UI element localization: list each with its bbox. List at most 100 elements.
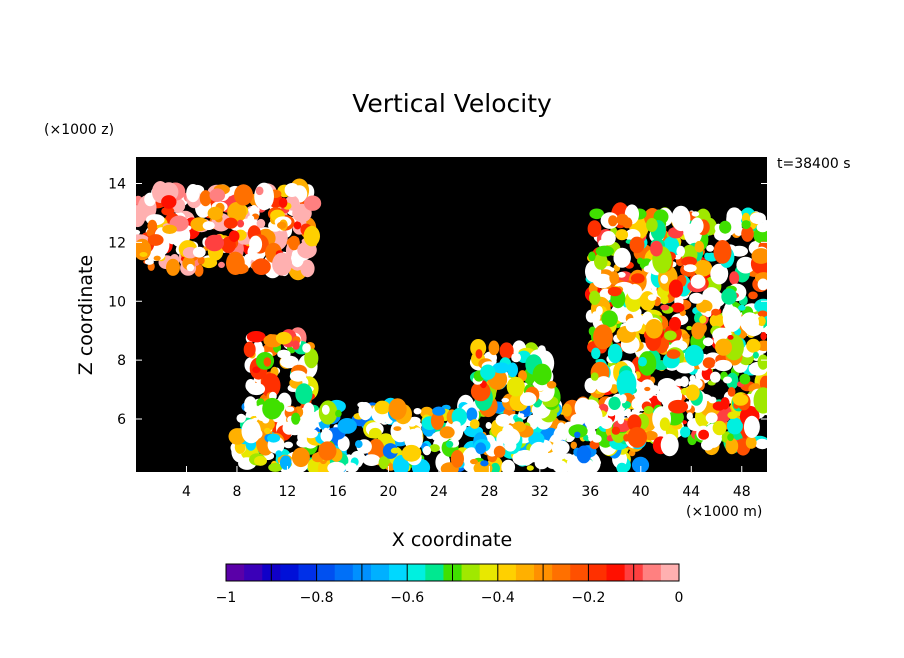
- heatmap-cell: [228, 230, 240, 242]
- heatmap-cell: [757, 278, 767, 291]
- heatmap-cell: [676, 245, 685, 257]
- heatmap-cell: [517, 413, 525, 418]
- heatmap-cell: [452, 421, 461, 429]
- colorbar-swatch: [479, 564, 499, 581]
- heatmap-cell: [691, 322, 705, 340]
- x-tick-label: 24: [430, 484, 448, 500]
- heatmap-cell: [279, 455, 292, 470]
- heatmap-cell: [275, 331, 292, 345]
- heatmap-cell: [161, 195, 177, 209]
- heatmap-cell: [595, 245, 614, 257]
- heatmap-cell: [249, 428, 263, 440]
- heatmap-cell: [500, 418, 510, 427]
- heatmap-cell: [704, 252, 711, 260]
- heatmap-cell: [727, 335, 734, 340]
- heatmap-cell: [668, 399, 689, 414]
- x-unit-label: (×1000 m): [686, 504, 762, 520]
- heatmap-cell: [683, 264, 697, 273]
- heatmap-cell: [153, 255, 161, 261]
- heatmap-cell: [537, 345, 546, 355]
- colorbar: −1 −0.8 −0.6 −0.4 −0.2 0: [216, 563, 684, 606]
- heatmap-cell: [144, 259, 154, 265]
- heatmap-cell: [526, 465, 534, 471]
- heatmap-cell: [668, 279, 684, 298]
- heatmap-cell: [738, 304, 746, 311]
- heatmap-cell: [733, 226, 744, 236]
- heatmap-cell: [243, 341, 256, 358]
- heatmap-cell: [645, 319, 663, 339]
- heatmap-cell: [670, 302, 685, 313]
- heatmap-cell: [576, 445, 592, 464]
- heatmap-cell: [362, 454, 381, 466]
- colorbar-tick-label: 0: [675, 590, 684, 606]
- x-tick-label: 32: [531, 484, 549, 500]
- heatmap-cell: [727, 433, 734, 442]
- heatmap-cell: [280, 355, 299, 369]
- heatmap-cell: [760, 332, 767, 341]
- heatmap-cell: [475, 442, 487, 455]
- heatmap-cell: [729, 271, 740, 285]
- heatmap-cell: [209, 188, 226, 202]
- heatmap-cell: [639, 291, 656, 311]
- time-label: t=38400 s: [777, 156, 851, 172]
- heatmap-cell: [713, 292, 721, 302]
- heatmap-cell: [368, 427, 382, 439]
- heatmap-cell: [288, 235, 300, 251]
- heatmap-cell: [475, 349, 483, 359]
- heatmap-cell: [320, 429, 333, 443]
- heatmap-cell: [378, 456, 389, 470]
- heatmap-cell: [593, 324, 613, 350]
- heatmap-cell: [321, 404, 330, 415]
- heatmap-cell: [529, 441, 549, 461]
- heatmap-regions: [136, 178, 767, 472]
- heatmap-cell: [236, 413, 246, 423]
- heatmap-cell: [450, 450, 464, 468]
- heatmap-cell: [200, 257, 218, 269]
- colorbar-swatch: [389, 564, 408, 581]
- colorbar-swatch: [298, 564, 318, 581]
- heatmap-cell: [292, 340, 300, 350]
- heatmap-cell: [429, 444, 440, 453]
- heatmap-cell: [401, 444, 422, 462]
- heatmap-cell: [702, 337, 714, 347]
- x-tick-label: 12: [279, 484, 297, 500]
- colorbar-swatch: [606, 564, 626, 581]
- heatmap-cell: [236, 219, 245, 228]
- heatmap-cell: [303, 225, 320, 247]
- y-unit-label: (×1000 z): [44, 122, 114, 138]
- heatmap-cell: [741, 220, 751, 230]
- colorbar-swatch: [588, 564, 608, 581]
- x-tick-label: 8: [232, 484, 241, 500]
- heatmap-cell: [643, 406, 654, 414]
- heatmap-cell: [619, 394, 627, 404]
- heatmap-cell: [710, 371, 721, 383]
- heatmap-cell: [563, 453, 573, 461]
- heatmap-cell: [675, 362, 695, 374]
- heatmap-cell: [607, 286, 622, 297]
- heatmap-cell: [255, 186, 264, 196]
- heatmap-cell: [388, 398, 407, 420]
- heatmap-cell: [622, 217, 633, 229]
- heatmap-cell: [327, 461, 346, 472]
- x-tick-label: 36: [581, 484, 599, 500]
- colorbar-swatch: [552, 564, 571, 581]
- heatmap-cell: [756, 222, 767, 233]
- colorbar-swatch: [461, 564, 481, 581]
- colorbar-swatch: [334, 564, 354, 581]
- heatmap-cell: [254, 455, 267, 466]
- heatmap-cell: [234, 184, 253, 206]
- heatmap-cell: [289, 370, 307, 382]
- heatmap-cell: [488, 340, 500, 356]
- heatmap-cell: [671, 205, 691, 232]
- heatmap-cell: [660, 294, 669, 305]
- heatmap-cell: [743, 415, 760, 438]
- heatmap-cell: [757, 262, 767, 275]
- heatmap-cell: [681, 256, 697, 267]
- y-tick-label: 10: [108, 294, 126, 310]
- heatmap-cell: [757, 310, 767, 318]
- heatmap-cell: [393, 426, 402, 431]
- heatmap-cell: [727, 387, 736, 397]
- heatmap-cell: [696, 299, 713, 313]
- heatmap-cell: [584, 377, 598, 394]
